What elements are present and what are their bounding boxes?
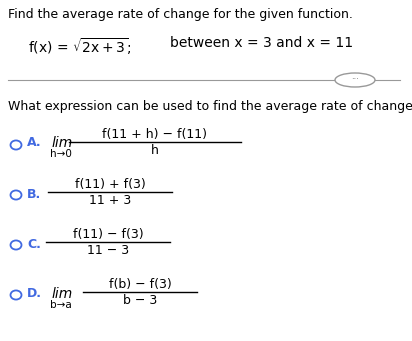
Text: 11 + 3: 11 + 3 bbox=[89, 194, 131, 207]
Text: b→a: b→a bbox=[50, 300, 72, 310]
Text: Find the average rate of change for the given function.: Find the average rate of change for the … bbox=[8, 8, 353, 21]
Text: C.: C. bbox=[27, 238, 41, 251]
Ellipse shape bbox=[335, 73, 375, 87]
Text: h→0: h→0 bbox=[50, 149, 72, 159]
Text: lim: lim bbox=[52, 136, 73, 150]
Text: D.: D. bbox=[27, 287, 42, 300]
Text: lim: lim bbox=[52, 287, 73, 301]
Text: b − 3: b − 3 bbox=[123, 294, 157, 307]
Text: f(11) + f(3): f(11) + f(3) bbox=[75, 178, 145, 191]
Text: B.: B. bbox=[27, 188, 41, 201]
Text: h: h bbox=[151, 144, 159, 157]
Text: 11 − 3: 11 − 3 bbox=[87, 244, 129, 257]
Text: What expression can be used to find the average rate of change?: What expression can be used to find the … bbox=[8, 100, 412, 113]
Text: A.: A. bbox=[27, 136, 42, 149]
Text: between x = 3 and x = 11: between x = 3 and x = 11 bbox=[170, 36, 353, 50]
Text: f(11) − f(3): f(11) − f(3) bbox=[73, 228, 143, 241]
Text: f(x) = $\mathsf{\sqrt{2x+3}}$;: f(x) = $\mathsf{\sqrt{2x+3}}$; bbox=[28, 36, 131, 57]
Text: ···: ··· bbox=[351, 75, 359, 85]
Text: f(b) − f(3): f(b) − f(3) bbox=[109, 278, 171, 291]
Text: f(11 + h) − f(11): f(11 + h) − f(11) bbox=[103, 128, 208, 141]
